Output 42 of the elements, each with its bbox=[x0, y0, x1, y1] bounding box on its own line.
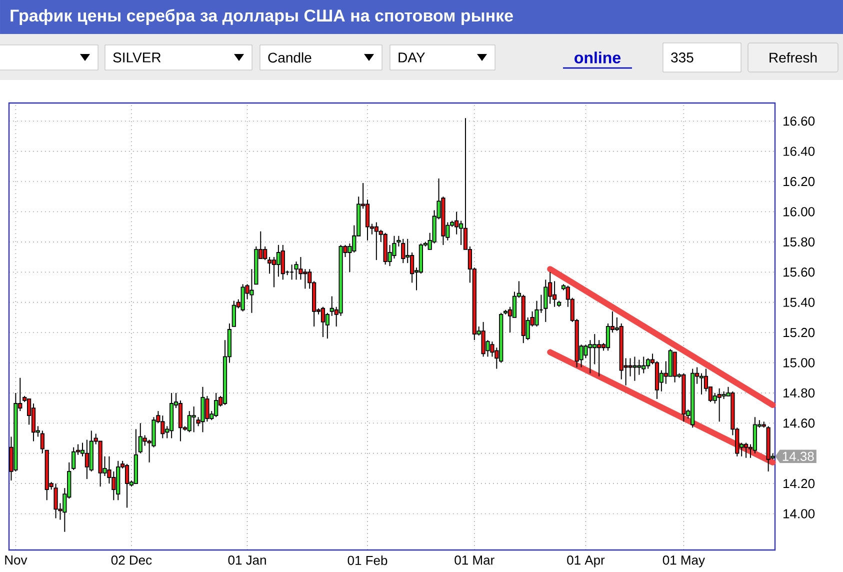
text: SILVER bbox=[113, 52, 161, 62]
x-tick-label: 01 Apr bbox=[567, 556, 605, 568]
x-tick-label: 01 May bbox=[662, 556, 705, 568]
candlestick bbox=[280, 244, 285, 280]
candlestick bbox=[512, 291, 517, 318]
candlestick bbox=[699, 372, 704, 395]
candlestick bbox=[124, 463, 130, 508]
x-tick-label: Nov bbox=[5, 556, 28, 565]
candlestick bbox=[267, 256, 272, 274]
text: DAY bbox=[398, 52, 425, 62]
y-tick-label: 15.20 bbox=[784, 328, 815, 338]
y-tick-label: 14.20 bbox=[784, 478, 815, 488]
candlestick bbox=[320, 306, 326, 338]
y-tick-label: 14.00 bbox=[784, 509, 815, 518]
y-tick-label: 15.80 bbox=[784, 237, 815, 247]
candlestick bbox=[40, 430, 44, 454]
candlestick bbox=[544, 279, 548, 322]
candlestick bbox=[401, 238, 406, 264]
x-tick-label: 01 Feb bbox=[348, 556, 388, 566]
text: Candle bbox=[268, 52, 312, 63]
candlestick bbox=[606, 322, 610, 352]
candlestick bbox=[365, 199, 370, 241]
chart-title: График цены серебра за доллары США на спотовом рынке bbox=[10, 8, 513, 25]
text: 335 bbox=[671, 52, 694, 62]
candlestick bbox=[72, 446, 76, 470]
y-tick-label: 16.40 bbox=[784, 146, 815, 156]
y-tick-label: 16.00 bbox=[784, 207, 815, 216]
x-tick-label: 02 Dec bbox=[111, 556, 152, 565]
y-tick-label: 16.20 bbox=[784, 176, 815, 186]
y-tick-label: 15.40 bbox=[784, 298, 815, 307]
candlestick bbox=[325, 312, 330, 340]
text: online bbox=[574, 52, 621, 64]
y-tick-label: 14.60 bbox=[784, 418, 815, 428]
y-tick-label: 16.60 bbox=[784, 116, 815, 126]
text: Refresh bbox=[770, 52, 817, 63]
y-tick-label: 15.60 bbox=[784, 268, 815, 277]
y-tick-label: 15.00 bbox=[784, 358, 815, 368]
y-tick-label: 14.80 bbox=[784, 388, 815, 398]
x-tick-label: 01 Jan bbox=[228, 556, 266, 565]
text: 14.38 bbox=[782, 452, 814, 461]
candlestick bbox=[410, 252, 414, 284]
x-tick-label: 01 Mar bbox=[454, 556, 494, 565]
